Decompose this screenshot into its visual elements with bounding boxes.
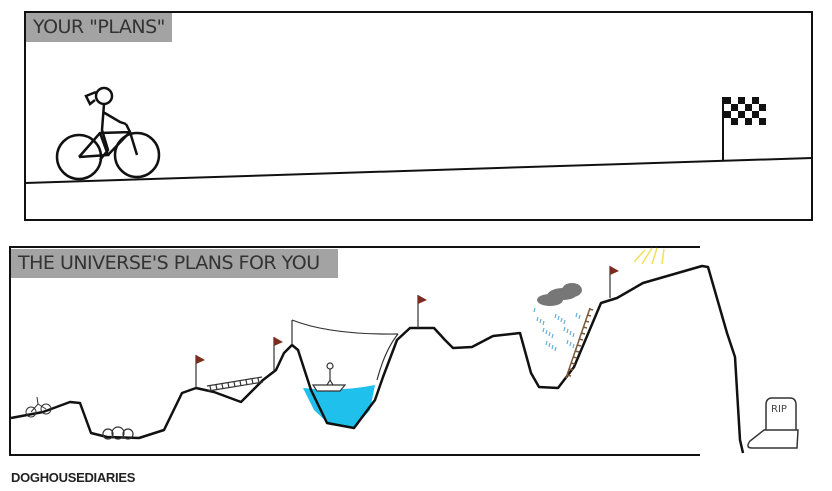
tombstone-text: RIP [771,404,787,415]
top-panel-title: YOUR "PLANS" [26,13,172,42]
sun-rays-icon [633,247,665,265]
tombstone-icon [747,397,799,449]
rain-icon [533,307,581,352]
milestone-flag-icon [195,355,205,388]
storm-cloud-icon [537,283,582,306]
finish-flag-icon [722,97,766,160]
milestone-flag-icon [609,266,619,298]
bottom-panel-frame [9,246,700,456]
milestone-flags [195,266,619,388]
credit: DOGHOUSEDIARIES [11,470,136,485]
bridge-icon [206,376,264,392]
boat-icon [311,362,347,392]
lake-water [303,385,375,428]
cyclist-icon [55,86,161,181]
small-cyclist-icon [25,396,52,418]
ladder-icon [565,307,594,379]
straight-road [24,157,813,184]
milestone-flag-icon [417,295,427,328]
bottom-panel-title: THE UNIVERSE'S PLANS FOR YOU [11,249,338,278]
bumpy-road [10,264,745,454]
zipline-icon [291,319,399,381]
top-panel-frame [24,11,813,221]
rocks-icon [102,426,134,440]
milestone-flag-icon [273,337,283,370]
